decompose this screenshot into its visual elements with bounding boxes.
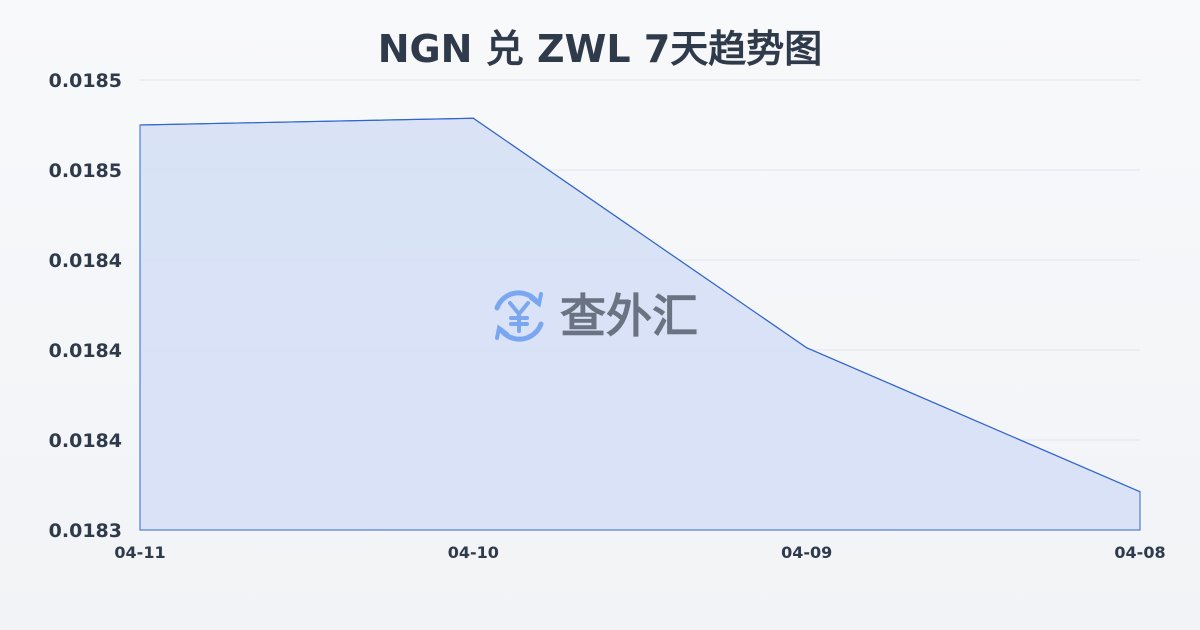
- y-tick-label: 0.0185: [49, 160, 122, 182]
- x-tick-label: 04-09: [781, 543, 832, 562]
- data-point: [1139, 491, 1141, 493]
- y-tick-label: 0.0183: [49, 520, 122, 542]
- x-tick-label: 04-08: [1114, 543, 1165, 562]
- y-tick-label: 0.0184: [49, 250, 122, 272]
- x-tick-label: 04-10: [448, 543, 499, 562]
- data-point: [139, 124, 141, 126]
- watermark-text: 查外汇: [560, 289, 698, 343]
- chart-title: NGN 兑 ZWL 7天趋势图: [377, 27, 823, 71]
- watermark: 查外汇: [494, 289, 698, 343]
- series-line: [139, 117, 1141, 493]
- data-point: [472, 117, 474, 119]
- y-tick-label: 0.0185: [49, 70, 122, 92]
- x-tick-label: 04-11: [114, 543, 165, 562]
- y-tick-label: 0.0184: [49, 430, 122, 452]
- currency-exchange-yen-icon: [494, 290, 544, 342]
- y-tick-label: 0.0184: [49, 340, 122, 362]
- data-point: [806, 347, 808, 349]
